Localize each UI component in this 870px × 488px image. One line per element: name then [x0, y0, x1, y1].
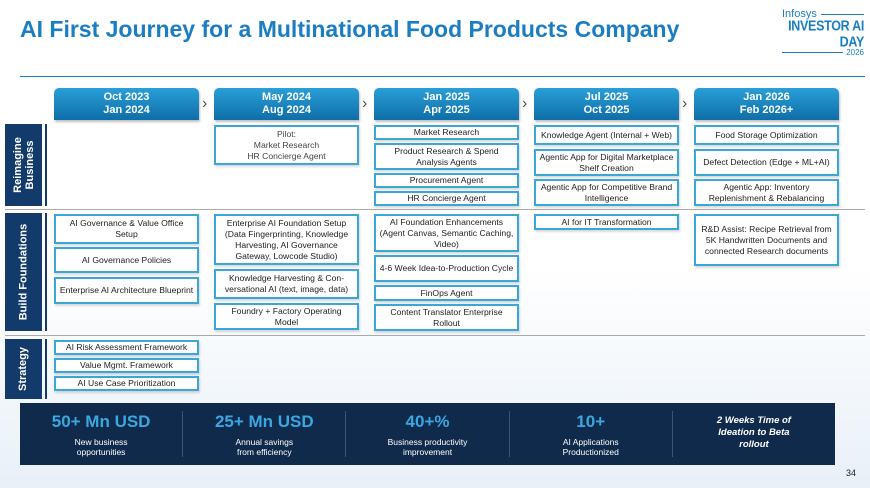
initiative-card: R&D Assist: Recipe Retrieval from 5K Han…: [694, 214, 839, 266]
initiative-card: Procurement Agent: [374, 173, 519, 188]
logo-brand: Infosys: [782, 8, 817, 20]
initiative-card: AI for IT Transformation: [534, 214, 679, 230]
stat-ai-applications: 10+ AI Applications Productionized: [510, 411, 673, 457]
column-header-3: Jan 2025 Apr 2025: [374, 88, 519, 120]
initiative-card: Content Translator Enterprise Rollout: [374, 304, 519, 331]
initiative-card: Knowledge Agent (Internal + Web): [534, 125, 679, 145]
row-label-strategy: Strategy: [5, 339, 42, 399]
infosys-investor-ai-day-logo: Infosys INVESTOR AI DAY 2026: [782, 8, 864, 57]
initiative-card: 4-6 Week Idea-to-Production Cycle: [374, 255, 519, 282]
chevron-right-icon: ›: [522, 95, 528, 112]
initiative-card: AI Risk Assessment Framework: [54, 340, 199, 355]
initiative-card: AI Foundation Enhancements (Agent Canvas…: [374, 214, 519, 252]
page-title: AI First Journey for a Multinational Foo…: [20, 16, 680, 42]
chevron-right-icon: ›: [682, 95, 688, 112]
logo-event: INVESTOR AI DAY: [788, 17, 864, 51]
initiative-card: Foundry + Factory Operating Model: [214, 303, 359, 330]
stat-productivity: 40+% Business productivity improvement: [346, 411, 510, 457]
initiative-card: Agentic App for Competitive Brand Intell…: [534, 179, 679, 206]
initiative-card: Enterprise AI Architecture Blueprint: [54, 277, 199, 304]
stat-annual-savings: 25+ Mn USD Annual savings from efficiency: [183, 411, 347, 457]
column-header-2: May 2024 Aug 2024: [214, 88, 359, 120]
initiative-card: Enterprise AI Foundation Setup (Data Fin…: [214, 214, 359, 265]
row-label-reimagine-business: Reimagine Business: [5, 124, 42, 206]
row-divider: [45, 124, 47, 206]
initiative-card: AI Use Case Prioritization: [54, 376, 199, 391]
logo-year: 2026: [846, 48, 864, 57]
initiative-card: Agentic App for Digital Marketplace Shel…: [534, 149, 679, 176]
stat-ideation-time: 2 Weeks Time of Ideation to Beta rollout: [716, 415, 791, 450]
row-separator: [5, 335, 865, 336]
initiative-card: Defect Detection (Edge + ML+AI): [694, 149, 839, 176]
initiative-card: Market Research: [374, 125, 519, 140]
chevron-right-icon: ›: [202, 95, 208, 112]
initiative-card: Value Mgmt. Framework: [54, 358, 199, 373]
initiative-card: Food Storage Optimization: [694, 125, 839, 145]
page-number: 34: [846, 468, 857, 478]
row-divider: [45, 213, 47, 331]
initiative-card: AI Governance Policies: [54, 247, 199, 273]
column-header-1: Oct 2023 Jan 2024: [54, 88, 199, 120]
initiative-card: Pilot: Market Research HR Concierge Agent: [214, 125, 359, 165]
row-divider: [45, 339, 47, 399]
initiative-card: Product Research & Spend Analysis Agents: [374, 143, 519, 170]
row-label-build-foundations: Build Foundations: [5, 213, 42, 331]
chevron-right-icon: ›: [362, 95, 368, 112]
row-separator: [5, 209, 865, 210]
column-header-4: Jul 2025 Oct 2025: [534, 88, 679, 120]
initiative-card: HR Concierge Agent: [374, 191, 519, 206]
title-divider: [20, 76, 865, 77]
column-header-5: Jan 2026 Feb 2026+: [694, 88, 839, 120]
outcomes-banner: 50+ Mn USD New business opportunities 25+…: [20, 403, 835, 465]
stat-new-business: 50+ Mn USD New business opportunities: [20, 411, 184, 457]
initiative-card: FinOps Agent: [374, 285, 519, 301]
initiative-card: AI Governance & Value Office Setup: [54, 214, 199, 244]
initiative-card: Agentic App: Inventory Replenishment & R…: [694, 179, 839, 206]
initiative-card: Knowledge Harvesting & Con-versational A…: [214, 269, 359, 299]
